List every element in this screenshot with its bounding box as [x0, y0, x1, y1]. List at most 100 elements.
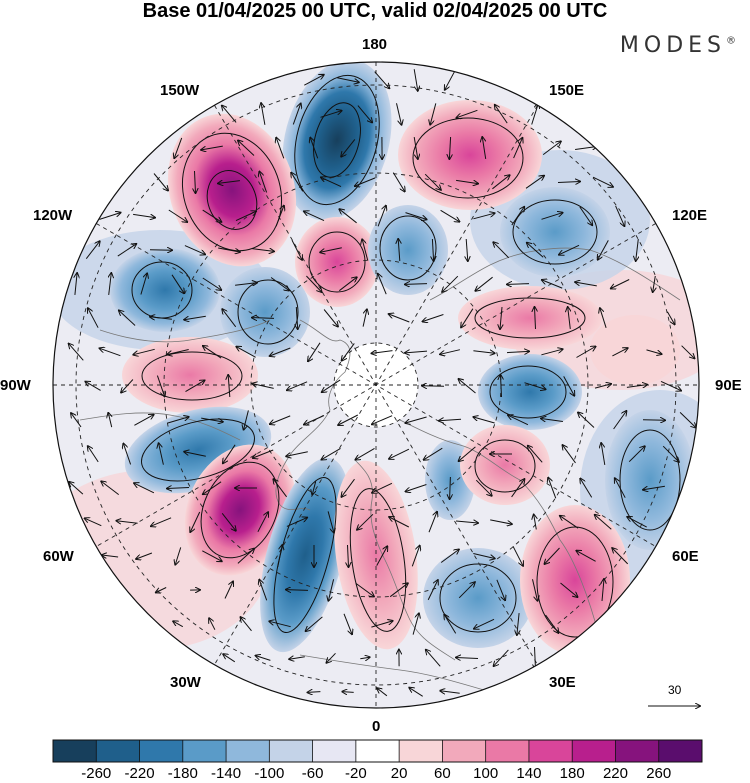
- wind-arrow: [389, 448, 410, 459]
- wind-arrow: [636, 239, 639, 261]
- wind-arrow: [642, 420, 665, 421]
- wind-arrow: [174, 137, 183, 158]
- wind-arrow: [253, 449, 274, 458]
- wind-arrow: [372, 415, 393, 425]
- colorbar-tick-label: 260: [646, 765, 672, 782]
- colorbar-tick-label: -140: [211, 765, 242, 782]
- brand-logo: MODES®: [619, 33, 736, 58]
- wind-arrow: [322, 379, 341, 392]
- wind-arrow: [595, 515, 612, 530]
- wind-arrow: [257, 512, 268, 533]
- wind-arrow: [322, 447, 341, 459]
- wind-arrow: [362, 309, 367, 327]
- wind-arrow: [167, 349, 189, 355]
- wind-arrow: [627, 517, 647, 528]
- wind-arrow: [528, 446, 543, 463]
- wind-arrow: [389, 517, 410, 528]
- wind-arrow: [594, 384, 611, 389]
- colorbar-tick-label: -20: [345, 765, 367, 782]
- colorbar-swatch: [312, 740, 357, 762]
- wind-arrow: [459, 446, 476, 461]
- wind-arrow: [575, 282, 597, 287]
- wind-arrow: [376, 546, 388, 566]
- colorbar-swatch: [53, 740, 97, 762]
- wind-arrow: [203, 481, 222, 494]
- wind-arrow: [511, 207, 524, 226]
- wind-arrow: [473, 417, 495, 424]
- wind-arrow: [493, 242, 510, 259]
- wind-arrow: [357, 513, 374, 529]
- wind-arrow: [201, 417, 223, 422]
- wind-arrow: [615, 205, 625, 226]
- wind-arrow: [457, 109, 478, 117]
- wind-arrow: [495, 105, 508, 124]
- wind-arrow: [611, 279, 630, 289]
- wind-arrow: [102, 555, 119, 557]
- anomaly-atlantic-ridge: [184, 444, 296, 576]
- wind-arrow: [600, 308, 607, 328]
- wind-arrow: [575, 147, 597, 150]
- wind-arrow: [405, 284, 428, 285]
- lon-label-120w: 120W: [33, 207, 73, 224]
- wind-arrow: [422, 386, 445, 387]
- wind-arrow: [320, 111, 342, 118]
- wind-arrow: [500, 306, 502, 329]
- wind-arrow: [167, 488, 190, 489]
- colorbar-swatch: [528, 740, 573, 762]
- wind-arrow: [681, 345, 695, 359]
- wind-arrow: [338, 277, 356, 292]
- wind-arrow: [377, 688, 388, 697]
- wind-arrow: [506, 351, 529, 352]
- wind-arrow: [156, 587, 167, 593]
- wind-arrow: [310, 138, 319, 159]
- wind-arrow: [542, 141, 561, 155]
- wind-arrow: [475, 479, 491, 496]
- wind-arrow: [492, 175, 509, 190]
- wind-arrow: [168, 209, 187, 222]
- wind-arrow: [277, 545, 282, 567]
- colorbar-tick-label: 140: [516, 765, 542, 782]
- wind-arrow: [121, 379, 134, 393]
- wind-arrow: [222, 106, 237, 123]
- wind-arrow: [576, 551, 596, 562]
- wind-arrow: [660, 380, 681, 390]
- wind-arrow: [372, 482, 393, 492]
- wind-arrow: [108, 413, 111, 428]
- wind-arrow: [223, 444, 236, 463]
- wind-arrow: [423, 314, 444, 322]
- wind-arrow: [321, 177, 342, 188]
- wind-arrow: [228, 375, 230, 398]
- wind-arrow: [342, 692, 354, 693]
- wind-arrow: [286, 518, 307, 527]
- wind-arrow: [473, 213, 494, 220]
- wind-arrow: [440, 349, 461, 355]
- wind-arrow: [405, 416, 427, 423]
- wind-arrow: [545, 614, 559, 633]
- wind-arrow: [532, 579, 538, 600]
- wind-arrow: [221, 512, 236, 530]
- wind-arrow: [612, 348, 627, 357]
- wind-arrow: [292, 104, 300, 125]
- colorbar-tick-label: -220: [124, 765, 155, 782]
- wind-arrow: [287, 381, 308, 390]
- colorbar-swatch: [269, 740, 314, 762]
- wind-arrow: [256, 656, 271, 661]
- wind-vectors: [69, 69, 696, 697]
- wind-arrow: [116, 521, 138, 524]
- wind-arrow: [337, 77, 359, 83]
- wind-arrow: [541, 213, 563, 220]
- wind-arrow: [579, 206, 592, 225]
- wind-arrow: [327, 652, 336, 662]
- wind-arrow: [563, 445, 576, 464]
- colorbar-swatch: [658, 740, 703, 762]
- map-border: [52, 61, 700, 709]
- wind-arrow: [85, 518, 102, 527]
- wind-arrow: [513, 138, 523, 159]
- wind-arrow: [123, 444, 132, 465]
- colorbar-swatch: [182, 740, 227, 762]
- wind-arrow: [338, 414, 359, 425]
- wind-arrow: [273, 479, 287, 498]
- wind-arrow: [223, 654, 236, 663]
- wind-arrow: [512, 545, 523, 566]
